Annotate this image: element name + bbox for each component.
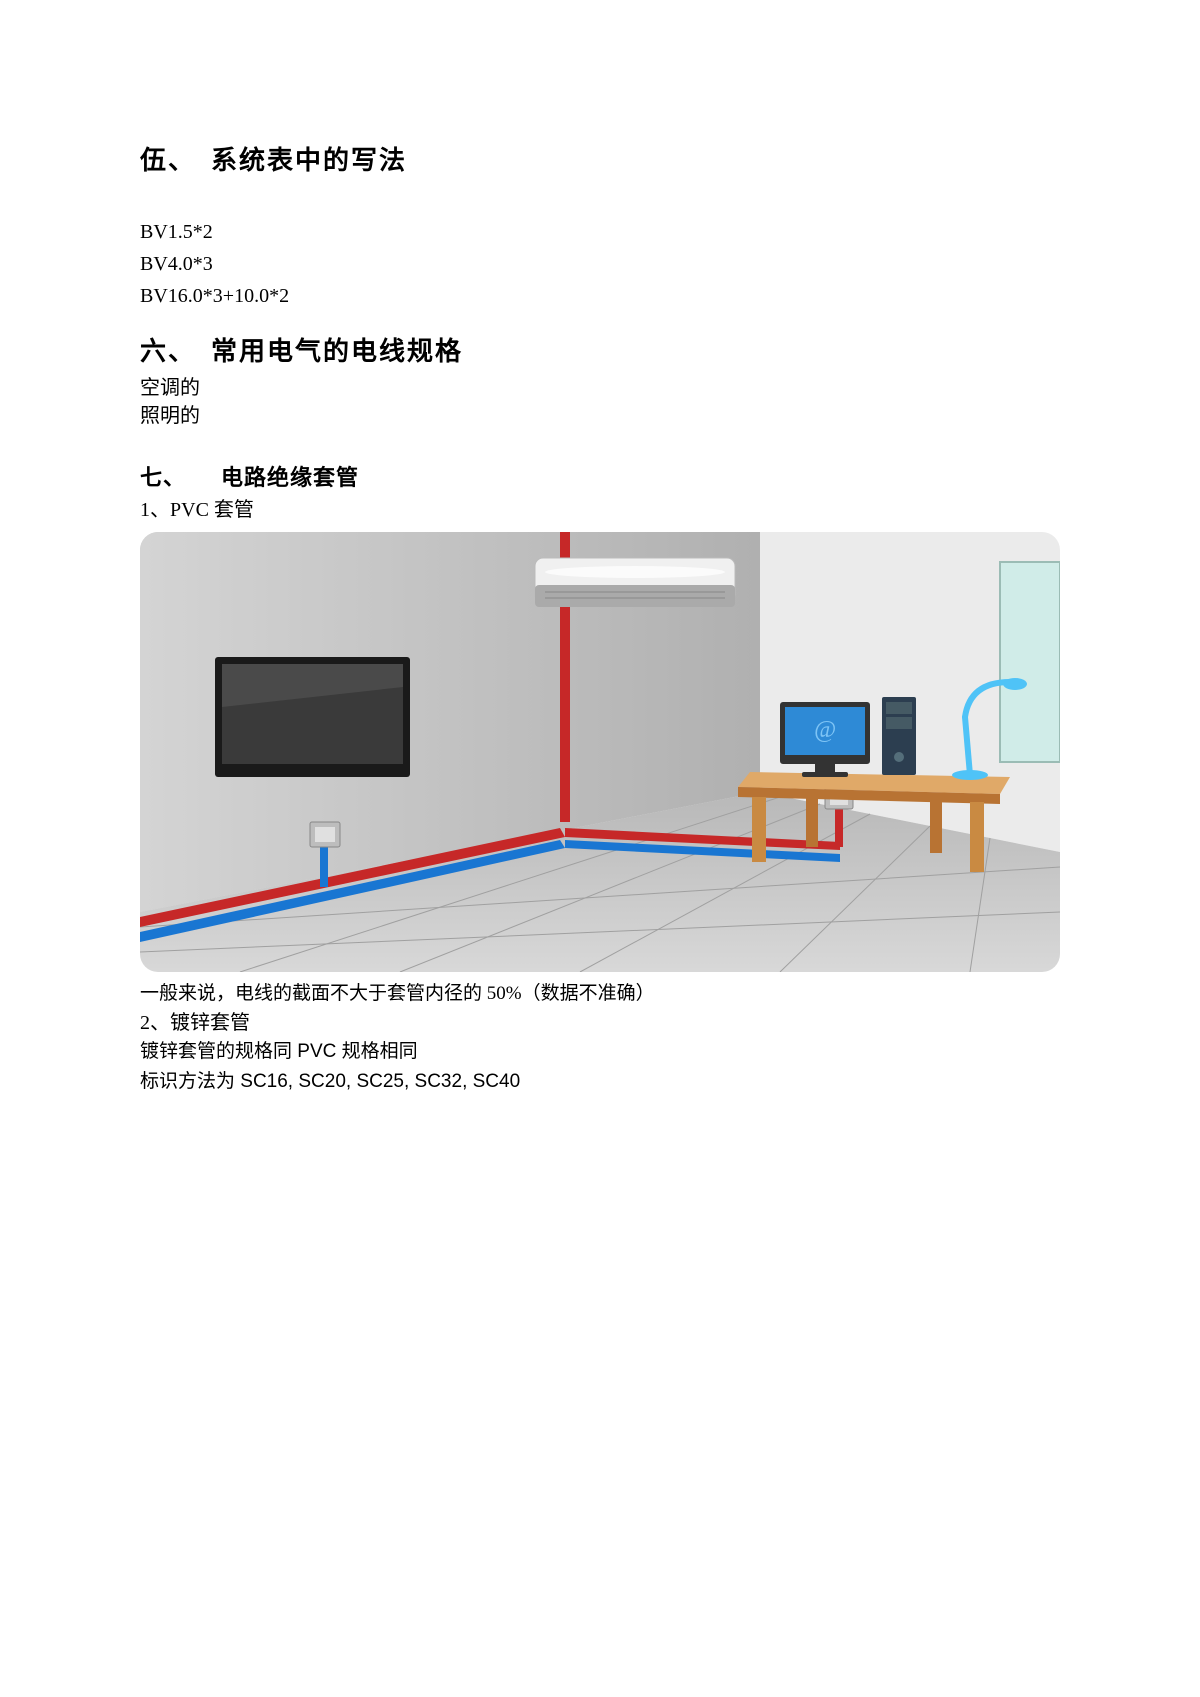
room-illustration: @ xyxy=(140,532,1060,972)
spec-line-0: BV1.5*2 xyxy=(140,217,1060,247)
section7-desc2a: 镀锌套管的规格同 PVC 规格相同 xyxy=(140,1037,1060,1067)
outlet-left-plate xyxy=(315,827,335,842)
section7-item2: 2、镀锌套管 xyxy=(140,1009,1060,1037)
section6-item-1: 照明的 xyxy=(140,402,1060,430)
air-conditioner xyxy=(535,558,735,607)
section6-heading: 六、 常用电气的电线规格 xyxy=(140,331,1060,368)
pc-tower xyxy=(882,697,916,775)
svg-text:@: @ xyxy=(814,717,836,743)
section7-heading: 七、 电路绝缘套管 xyxy=(140,460,1060,492)
red-pipe-v2 xyxy=(560,592,570,822)
section7-item1: 1、PVC 套管 xyxy=(140,496,1060,524)
section7-desc2b: 标识方法为 SC16, SC20, SC25, SC32, SC40 xyxy=(140,1067,1060,1097)
section7-caption1: 一般来说，电线的截面不大于套管内径的 50%（数据不准确） xyxy=(140,980,1060,1009)
section6-item-0: 空调的 xyxy=(140,374,1060,402)
room-svg: @ xyxy=(140,532,1060,972)
spec-line-2: BV16.0*3+10.0*2 xyxy=(140,281,1060,311)
spec-line-1: BV4.0*3 xyxy=(140,249,1060,279)
window xyxy=(1000,562,1060,762)
section5-heading: 伍、 系统表中的写法 xyxy=(140,140,1060,177)
